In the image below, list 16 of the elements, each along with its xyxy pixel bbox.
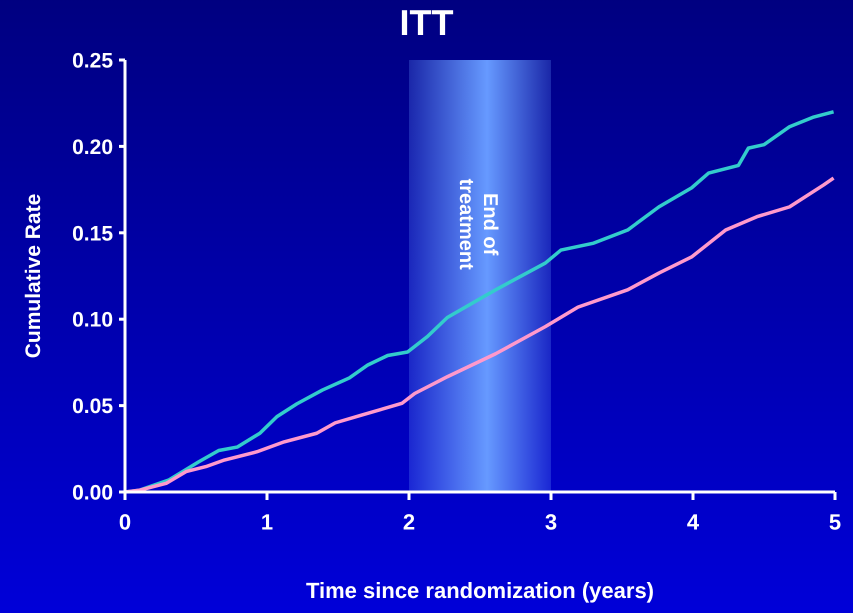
x-tick-label: 5: [828, 510, 842, 535]
x-axis-title: Time since randomization (years): [304, 578, 656, 604]
y-tick-label: 0.15: [72, 222, 114, 246]
y-tick-label: 0.00: [72, 481, 113, 504]
band-label: End of treatment: [455, 178, 501, 270]
y-tick-label: 0.25: [72, 49, 114, 72]
y-tick-label: 0.10: [72, 308, 113, 332]
x-tick-label: 1: [260, 510, 274, 535]
y-tick-label: 0.20: [72, 136, 113, 159]
x-tick-label: 0: [118, 510, 132, 535]
x-tick-label: 4: [686, 510, 700, 535]
x-tick-label: 3: [544, 510, 558, 535]
x-tick-label: 2: [402, 510, 416, 535]
chart-title: ITT: [398, 2, 454, 44]
y-axis-title: Cumulative Rate: [22, 194, 46, 358]
y-tick-label: 0.05: [72, 395, 114, 418]
